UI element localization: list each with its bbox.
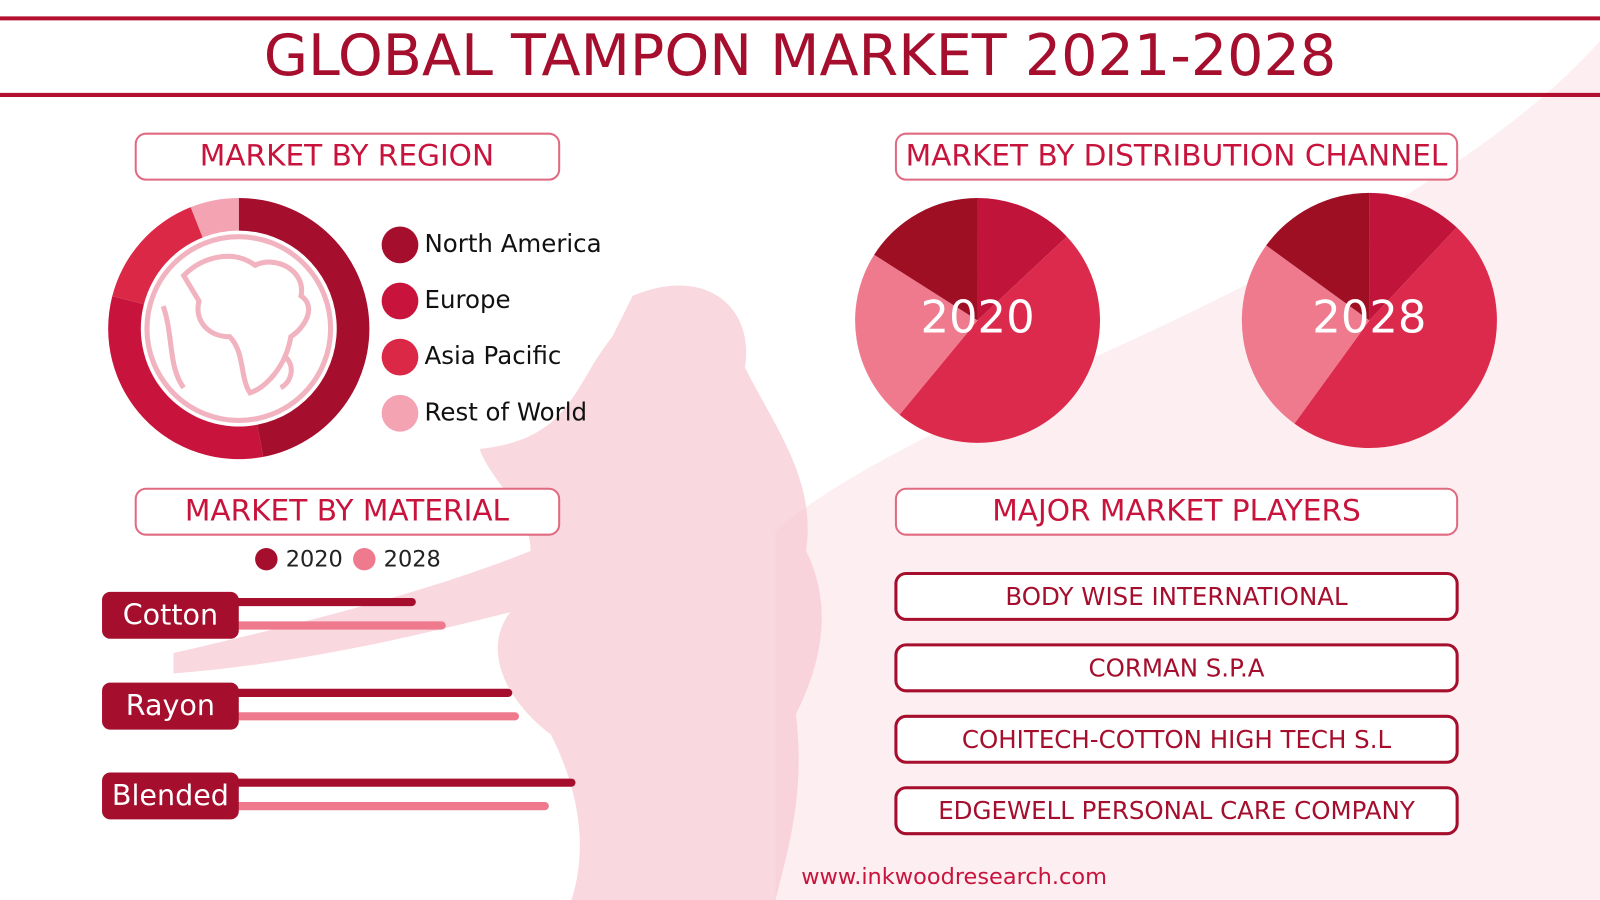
section-title: MARKET BY REGION (200, 139, 494, 173)
legend-label: Rest of World (424, 397, 587, 426)
section-box (134, 132, 561, 181)
player-name: COHITECH-COTTON HIGH TECH S.L (962, 725, 1392, 754)
slice (874, 197, 978, 321)
legend-marker (353, 547, 376, 571)
category-pill (102, 682, 239, 730)
legend-marker (381, 226, 419, 264)
slice (112, 207, 203, 305)
player-name: EDGEWELL PERSONAL CARE COMPANY (938, 796, 1415, 825)
legend-label: Europe (424, 285, 510, 314)
section-box (894, 487, 1459, 536)
website: www.inkwoodresearch.com (801, 864, 1107, 890)
slice (1294, 227, 1497, 448)
section-box (134, 487, 561, 536)
slice (1266, 192, 1370, 321)
legend-marker (255, 547, 278, 571)
category-pill (102, 591, 239, 639)
main-title: GLOBAL TAMPON MARKET 2021-2028 (264, 23, 1336, 89)
section-title: MARKET BY MATERIAL (185, 494, 510, 528)
legend-marker (381, 282, 419, 320)
slice (855, 254, 978, 415)
section-title: MARKET BY DISTRIBUTION CHANNEL (906, 139, 1448, 173)
section-box (894, 132, 1459, 181)
player-box (894, 643, 1459, 693)
silhouette (173, 285, 822, 900)
slice (1241, 245, 1370, 424)
section-title: MAJOR MARKET PLAYERS (992, 494, 1361, 528)
pie-label: 2020 (920, 290, 1034, 343)
legend-label: North America (424, 229, 601, 258)
legend-marker (381, 338, 419, 376)
slice (899, 236, 1101, 443)
legend-marker (381, 394, 419, 432)
slice (190, 197, 239, 238)
player-name: BODY WISE INTERNATIONAL (1005, 582, 1348, 611)
legend-label: Asia Pacific (424, 341, 561, 370)
slice (1369, 192, 1457, 321)
category-label: Cotton (123, 597, 218, 631)
player-box (894, 714, 1459, 764)
globe-icon (144, 234, 334, 423)
legend-label: 2020 (286, 547, 343, 573)
slice (238, 197, 370, 457)
category-label: Rayon (126, 688, 215, 722)
category-pill (102, 772, 239, 820)
player-name: CORMAN S.P.A (1089, 653, 1265, 682)
slice (977, 197, 1067, 321)
category-label: Blended (112, 778, 229, 812)
pie-label: 2028 (1312, 290, 1426, 343)
player-box (894, 786, 1459, 836)
slice (108, 296, 264, 460)
legend-label: 2028 (384, 547, 441, 573)
player-box (894, 571, 1459, 621)
